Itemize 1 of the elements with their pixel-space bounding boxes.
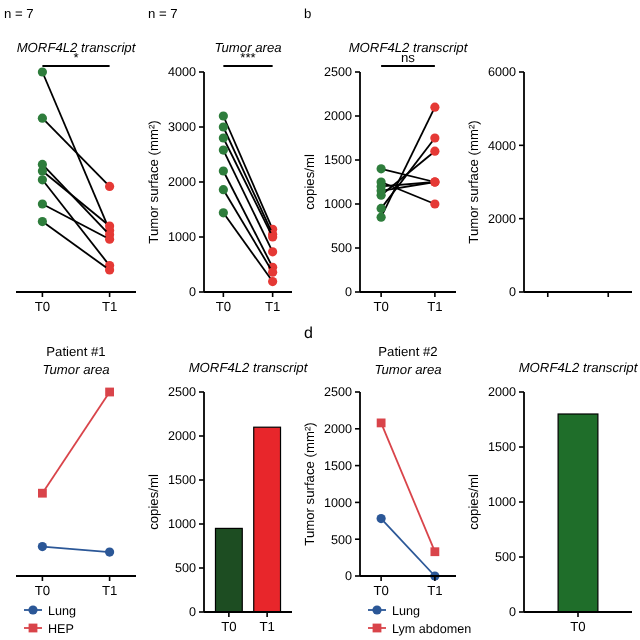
text: d [304,324,313,342]
